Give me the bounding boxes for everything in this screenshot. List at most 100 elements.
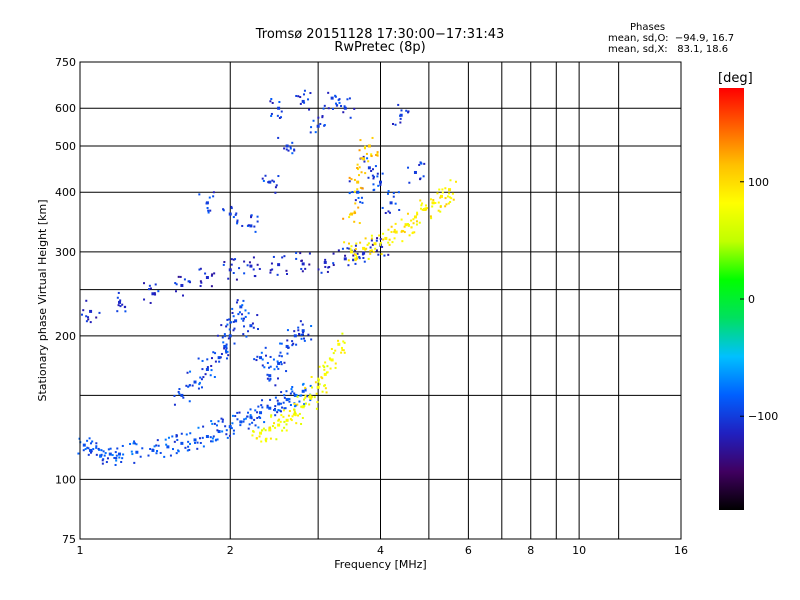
data-point: [421, 208, 424, 211]
data-point: [317, 268, 320, 271]
data-point: [180, 283, 184, 287]
data-point: [100, 453, 103, 456]
data-point: [98, 448, 101, 451]
data-point: [357, 196, 360, 199]
data-point: [285, 418, 289, 422]
data-point: [388, 243, 391, 246]
data-point: [251, 434, 254, 437]
data-point: [287, 414, 290, 417]
data-point: [103, 454, 106, 457]
data-point: [367, 166, 371, 170]
data-point: [196, 441, 199, 444]
data-point: [123, 306, 126, 309]
data-point: [228, 212, 232, 216]
data-point: [359, 139, 362, 142]
data-point: [276, 399, 279, 402]
data-point: [323, 260, 327, 264]
data-point: [293, 392, 296, 395]
data-point: [280, 355, 283, 358]
data-point: [201, 359, 204, 362]
data-point: [258, 267, 261, 270]
data-point: [273, 407, 276, 410]
data-point: [272, 255, 275, 258]
data-point: [285, 148, 288, 151]
data-point: [185, 433, 188, 436]
data-point: [352, 259, 355, 262]
data-point: [425, 208, 428, 211]
data-point: [308, 252, 311, 255]
data-point: [425, 204, 428, 207]
data-point: [420, 204, 423, 207]
data-point: [287, 346, 290, 349]
data-point: [86, 439, 89, 442]
data-point: [156, 439, 159, 442]
data-point: [298, 400, 301, 403]
data-point: [431, 205, 434, 208]
data-point: [361, 201, 364, 204]
data-point: [197, 357, 200, 360]
data-point: [293, 408, 296, 411]
data-point: [254, 409, 257, 412]
data-point: [225, 357, 228, 360]
data-point: [285, 272, 288, 275]
data-point: [444, 187, 447, 190]
data-point: [114, 451, 117, 454]
data-point: [153, 445, 156, 448]
data-point: [358, 149, 361, 152]
data-point: [317, 378, 320, 381]
data-point: [248, 261, 251, 264]
data-point: [205, 367, 209, 371]
data-point: [309, 131, 312, 134]
data-point: [222, 208, 225, 211]
data-point: [301, 333, 304, 336]
data-point: [349, 248, 352, 251]
data-point: [223, 344, 227, 348]
data-point: [308, 108, 311, 111]
data-point: [293, 402, 296, 405]
data-point: [279, 342, 282, 345]
data-point: [270, 415, 273, 418]
data-point: [221, 336, 224, 339]
data-point: [357, 191, 360, 194]
data-point: [243, 272, 246, 275]
data-point: [337, 249, 340, 252]
data-point: [367, 176, 370, 179]
y-tick-label: 400: [55, 186, 76, 199]
data-point: [89, 309, 93, 313]
data-point: [204, 373, 207, 376]
data-point: [227, 277, 230, 280]
data-point: [295, 394, 298, 397]
data-point: [412, 222, 415, 225]
data-point: [380, 253, 383, 256]
data-point: [268, 374, 272, 378]
data-point: [213, 272, 216, 275]
data-point: [147, 454, 150, 457]
data-point: [247, 427, 250, 430]
data-point: [293, 393, 297, 397]
data-point: [420, 162, 423, 165]
data-point: [269, 378, 272, 381]
data-point: [362, 251, 366, 255]
data-point: [356, 257, 359, 260]
data-point: [211, 440, 214, 443]
data-point: [269, 100, 272, 103]
data-point: [357, 206, 360, 209]
data-point: [264, 174, 267, 177]
data-point: [264, 439, 267, 442]
data-point: [367, 160, 370, 163]
data-point: [372, 189, 375, 192]
data-point: [209, 209, 212, 212]
data-point: [188, 448, 191, 451]
data-point: [371, 174, 374, 177]
data-point: [166, 445, 170, 449]
data-point: [372, 177, 375, 180]
data-point: [257, 328, 260, 331]
data-point: [257, 405, 260, 408]
axes: 1 2 4 6 8 10 16 75 100 200 300 400 500 600 750: [55, 56, 688, 557]
data-point: [303, 398, 306, 401]
data-point: [322, 364, 325, 367]
data-point: [295, 94, 298, 97]
data-point: [323, 366, 326, 369]
data-point: [271, 268, 274, 271]
data-point: [85, 299, 88, 302]
